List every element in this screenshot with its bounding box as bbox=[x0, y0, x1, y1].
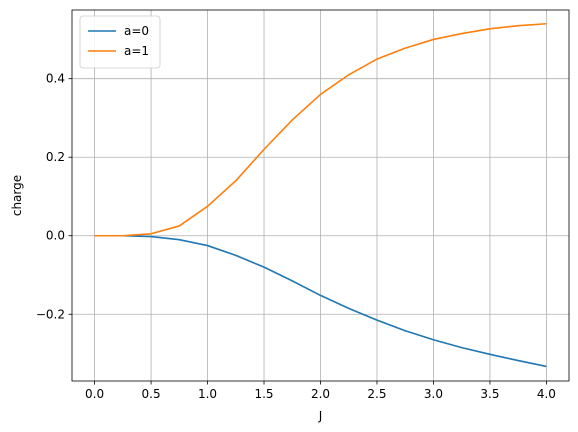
y-axis-ticks: −0.2 0.0 0.2 0.4 bbox=[36, 72, 72, 321]
y-tick-label: 0.0 bbox=[46, 229, 65, 243]
series-line-a=1 bbox=[94, 22, 547, 237]
x-tick-label: 0.0 bbox=[85, 387, 104, 401]
y-tick-label: −0.2 bbox=[36, 307, 65, 321]
series-line-a=0 bbox=[94, 234, 547, 368]
x-tick-label: 2.0 bbox=[311, 387, 330, 401]
y-tick-label: 0.2 bbox=[46, 150, 65, 164]
x-tick-label: 1.5 bbox=[254, 387, 273, 401]
x-axis-ticks: 0.0 0.5 1.0 1.5 2.0 2.5 3.0 3.5 4.0 bbox=[85, 381, 556, 401]
x-tick-label: 1.0 bbox=[198, 387, 217, 401]
x-tick-label: 4.0 bbox=[537, 387, 556, 401]
x-tick-label: 2.5 bbox=[367, 387, 386, 401]
x-tick-label: 3.0 bbox=[424, 387, 443, 401]
x-tick-label: 3.5 bbox=[480, 387, 499, 401]
series-layer bbox=[94, 22, 547, 368]
x-tick-label: 0.5 bbox=[142, 387, 161, 401]
y-tick-label: 0.4 bbox=[46, 72, 65, 86]
legend-label: a=0 bbox=[124, 24, 149, 38]
grid-lines bbox=[72, 10, 569, 381]
y-axis-label: charge bbox=[10, 175, 24, 216]
legend-label: a=1 bbox=[124, 44, 149, 58]
x-axis-label: J bbox=[318, 409, 323, 423]
legend: a=0a=1 bbox=[79, 15, 161, 69]
legend-box bbox=[79, 15, 161, 69]
